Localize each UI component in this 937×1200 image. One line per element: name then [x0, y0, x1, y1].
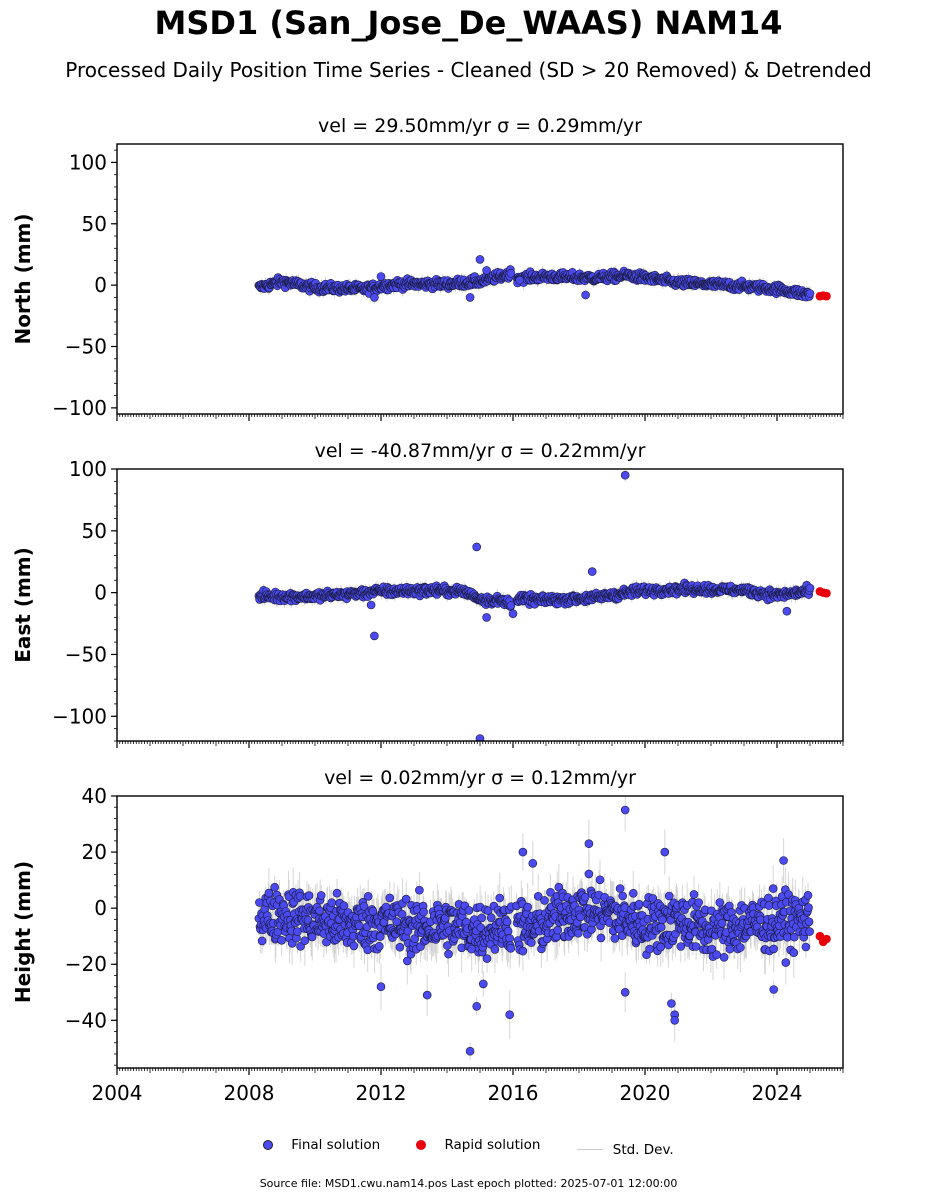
rapid-point: [822, 588, 831, 598]
rapid-solution-points: [815, 291, 831, 301]
y-tick-label: 100: [69, 457, 107, 481]
y-tick-label: −100: [52, 704, 107, 728]
y-tick-label: 50: [82, 519, 107, 543]
panel-title: vel = -40.87mm/yr σ = 0.22mm/yr: [315, 440, 646, 462]
final-point: [475, 734, 485, 741]
final-point: [805, 289, 815, 298]
final-point: [581, 290, 590, 300]
panel-0: vel = 29.50mm/yr σ = 0.29mm/yr North (mm)…: [11, 115, 844, 421]
final-point: [475, 255, 485, 264]
rapid-point: [822, 291, 831, 301]
panel-1: vel = -40.87mm/yr σ = 0.22mm/yr East (mm)…: [11, 440, 844, 748]
final-point: [515, 275, 524, 285]
y-tick-label: −100: [52, 396, 107, 420]
y-tick-label: 50: [82, 212, 107, 236]
final-point: [465, 293, 475, 302]
final-point: [482, 266, 491, 275]
rapid-solution-points: [815, 587, 831, 598]
final-solution-points: [254, 470, 815, 741]
final-point: [376, 272, 386, 281]
panel-title: vel = 0.02mm/yr σ = 0.12mm/yr: [324, 767, 636, 789]
final-point: [370, 293, 379, 302]
y-axis-label: East (mm): [11, 547, 35, 663]
final-point: [366, 600, 376, 610]
final-point: [370, 631, 379, 641]
figure-subtitle: Processed Daily Position Time Series - C…: [65, 58, 872, 82]
final-point: [482, 613, 491, 622]
y-tick-label: 0: [94, 581, 107, 605]
panel-2: vel = 0.02mm/yr σ = 0.12mm/yr Height (mm)…: [11, 767, 844, 1105]
final-point: [506, 601, 516, 610]
time-series-plots: vel = 29.50mm/yr σ = 0.29mm/yr North (mm)…: [11, 115, 844, 1105]
y-axis-label: North (mm): [11, 213, 35, 344]
final-point: [506, 268, 516, 278]
panel-title: vel = 29.50mm/yr σ = 0.29mm/yr: [318, 115, 642, 137]
final-solution-points: [254, 255, 815, 302]
y-tick-label: 0: [94, 273, 107, 297]
final-point: [508, 609, 518, 619]
y-tick-label: 100: [69, 150, 107, 174]
figure-title: MSD1 (San_Jose_De_WAAS) NAM14: [154, 4, 783, 42]
y-tick-label: −50: [65, 335, 107, 359]
y-tick-label: −50: [65, 642, 107, 666]
final-point: [805, 583, 815, 593]
data-layer: [254, 469, 831, 741]
final-point: [472, 542, 482, 552]
final-point: [587, 567, 597, 576]
data-layer: [254, 796, 831, 1061]
data-layer: [254, 255, 831, 304]
y-axis-label: Height (mm): [11, 861, 35, 1003]
final-point: [782, 606, 792, 616]
final-point: [620, 470, 630, 480]
